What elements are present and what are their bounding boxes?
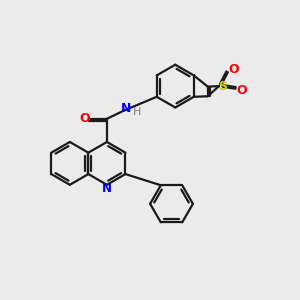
Text: N: N bbox=[120, 103, 131, 116]
Text: O: O bbox=[236, 84, 247, 97]
Text: O: O bbox=[80, 112, 90, 125]
Text: O: O bbox=[229, 63, 239, 76]
Text: S: S bbox=[218, 80, 227, 93]
Text: N: N bbox=[102, 182, 112, 195]
Text: H: H bbox=[132, 107, 141, 117]
